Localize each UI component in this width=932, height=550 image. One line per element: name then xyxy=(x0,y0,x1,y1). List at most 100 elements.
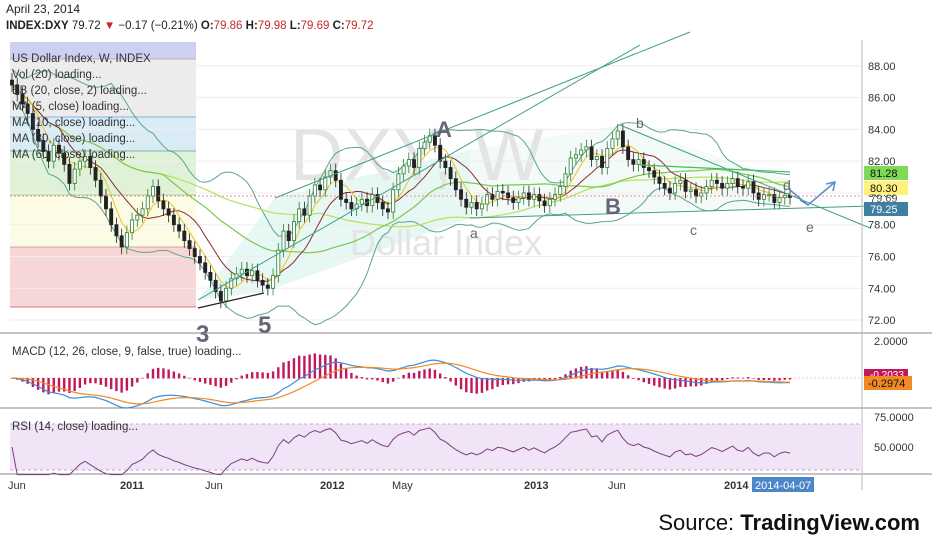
candle-body xyxy=(192,248,197,257)
candle-body xyxy=(521,192,526,199)
bb-upper-line xyxy=(11,68,791,237)
macd-hist-bar xyxy=(606,371,609,379)
macd-hist-bar xyxy=(428,368,431,379)
macd-hist-bar xyxy=(731,377,734,379)
candle-body xyxy=(662,183,667,189)
macd-hist-bar xyxy=(52,378,55,393)
annotation-A: A xyxy=(436,117,452,142)
macd-hist-bar xyxy=(465,378,468,393)
candle-body xyxy=(777,197,782,203)
macd-label: MACD (12, 26, close, 9, false, true) loa… xyxy=(12,346,241,358)
candle-body xyxy=(667,187,672,194)
macd-hist-bar xyxy=(172,371,176,379)
candle-body xyxy=(20,94,25,105)
macd-hist-bar xyxy=(230,378,233,383)
price-label-last: 79.25 xyxy=(870,204,898,216)
candle-body xyxy=(459,189,464,200)
macd-hist-bar xyxy=(115,378,118,392)
macd-hist-bar xyxy=(512,378,515,385)
legend-ma10: MA (10, close) loading... xyxy=(12,117,135,129)
candle-body xyxy=(224,287,229,302)
candle-body xyxy=(67,163,72,184)
macd-hist-bar xyxy=(621,371,625,379)
macd-hist-bar xyxy=(720,378,724,381)
time-label-2011: 2011 xyxy=(120,480,144,492)
macd-hist-bar xyxy=(653,378,656,386)
ma5-line xyxy=(11,84,791,289)
candle-body xyxy=(683,179,688,192)
macd-hist-bar xyxy=(376,378,379,381)
candle-body xyxy=(10,79,14,86)
candle-body xyxy=(610,138,615,149)
time-highlight: 2014-04-07 xyxy=(755,480,811,492)
macd-value-label2: -0.2033 xyxy=(870,370,904,381)
candle-body xyxy=(746,181,751,189)
candle-body xyxy=(584,146,589,151)
candle-body xyxy=(135,214,140,221)
macd-hist-bar xyxy=(747,377,750,379)
macd-hist-bar xyxy=(391,378,395,382)
macd-hist-bar xyxy=(68,378,71,393)
candle-body xyxy=(36,128,41,141)
candle-body xyxy=(140,208,145,216)
macd-hist-bar xyxy=(219,378,223,388)
time-label-jun-2011: Jun xyxy=(205,480,223,492)
macd-hist-bar xyxy=(214,378,217,387)
macd-hist-bar xyxy=(240,375,243,379)
macd-value-label: -0.2974 xyxy=(868,378,905,390)
candle-body xyxy=(495,190,500,200)
indicator-legend: US Dollar Index, W, INDEX Vol (20) loadi… xyxy=(12,53,151,161)
candle-body xyxy=(412,159,417,168)
candle-body xyxy=(297,208,302,222)
candle-body xyxy=(93,167,98,181)
annotation-5: 5 xyxy=(258,312,271,339)
macd-hist-bar xyxy=(506,378,510,385)
high-label: H: xyxy=(245,20,258,32)
candle-body xyxy=(77,160,82,170)
macd-hist-bar xyxy=(475,378,478,394)
macd-hist-bar xyxy=(203,378,207,384)
macd-hist-bar xyxy=(198,378,202,382)
macd-hist-bar xyxy=(663,378,666,389)
candle-body xyxy=(218,291,223,302)
macd-hist-bar xyxy=(444,377,447,379)
candle-body xyxy=(490,194,495,200)
candle-body xyxy=(187,240,192,249)
macd-hist-bar xyxy=(104,378,108,387)
macd-value-badge xyxy=(864,376,912,390)
candle-body xyxy=(203,262,208,273)
macd-hist-bar xyxy=(177,373,181,379)
candle-body xyxy=(767,194,772,196)
candle-body xyxy=(396,173,401,191)
candle-body xyxy=(573,154,578,159)
price-tick-84: 84.00 xyxy=(868,124,896,136)
candle-body xyxy=(30,113,35,130)
candle-body xyxy=(735,178,740,187)
macd-hist-bar xyxy=(99,378,102,385)
close-value: 79.72 xyxy=(344,20,374,32)
low-value: 79.69 xyxy=(300,20,330,32)
trendlines xyxy=(197,31,871,309)
candle-body xyxy=(171,214,176,226)
macd-hist-bar xyxy=(642,378,645,383)
candle-body xyxy=(166,208,171,216)
macd-hist-bar xyxy=(277,367,280,379)
macd-hist-bar xyxy=(63,378,66,392)
macd-hist-bar xyxy=(397,377,400,379)
candle-body xyxy=(375,194,380,203)
price-tick-74: 74.00 xyxy=(868,283,896,295)
candle-body xyxy=(302,208,307,216)
price-tick-88: 88.00 xyxy=(868,61,896,73)
macd-hist-bar xyxy=(318,354,322,379)
candle-body xyxy=(281,230,286,251)
candle-body xyxy=(631,159,636,165)
macd-hist-bar xyxy=(266,372,270,379)
candle-body xyxy=(443,160,448,168)
macd-hist-bar xyxy=(438,373,442,379)
rsi-band xyxy=(10,424,862,470)
macd-hist-bar xyxy=(386,378,390,384)
price-change: −0.17 (−0.21%) xyxy=(118,20,198,32)
candle-body xyxy=(62,152,67,165)
macd-hist-bar xyxy=(752,378,755,379)
